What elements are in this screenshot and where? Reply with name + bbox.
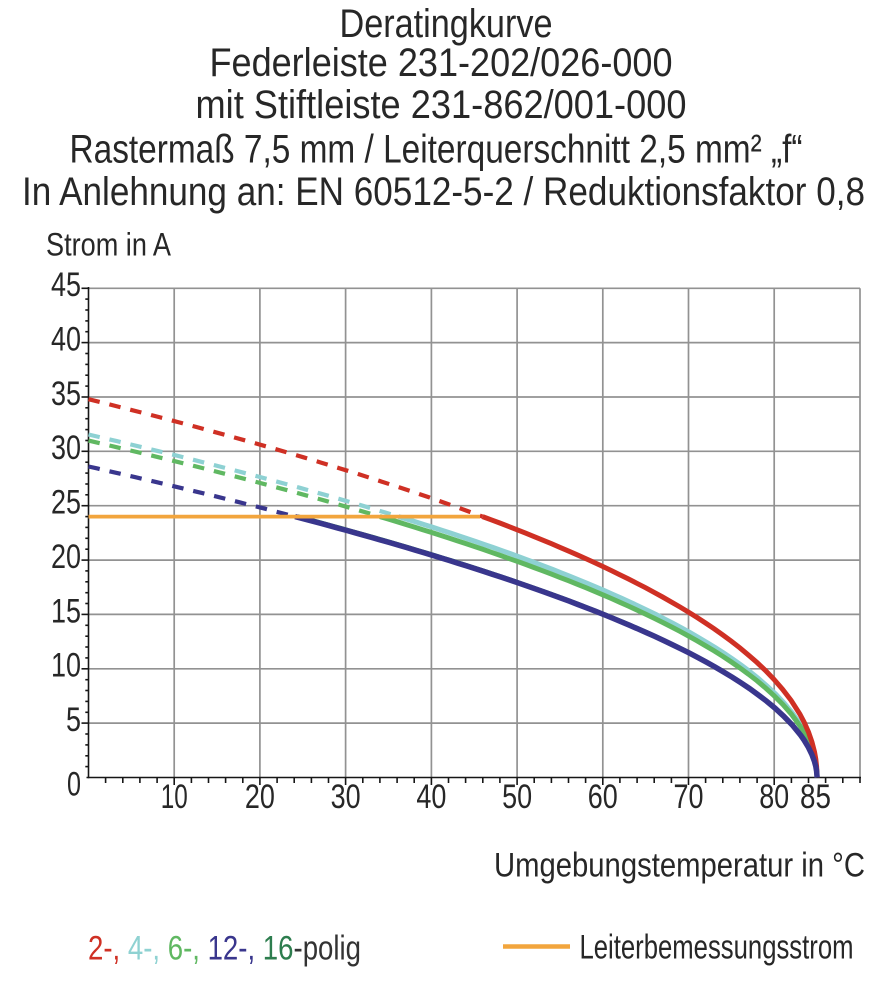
svg-text:40: 40 [51,321,81,359]
svg-text:60: 60 [588,778,618,816]
svg-text:30: 30 [51,429,81,467]
svg-text:45: 45 [51,266,81,304]
svg-text:10: 10 [161,778,188,816]
svg-text:Federleiste 231-202/026-000: Federleiste 231-202/026-000 [210,41,673,85]
svg-text:In Anlehnung an: EN 60512-5-2: In Anlehnung an: EN 60512-5-2 / Reduktio… [22,170,865,214]
svg-text:Rastermaß 7,5 mm / Leiterquers: Rastermaß 7,5 mm / Leiterquerschnitt 2,5… [70,128,803,172]
svg-text:15: 15 [51,592,81,630]
svg-text:2-, 4-, 6-, 12-, 16-polig: 2-, 4-, 6-, 12-, 16-polig [88,929,361,967]
svg-text:20: 20 [245,778,275,816]
svg-text:25: 25 [51,484,81,522]
svg-text:30: 30 [331,778,361,816]
svg-text:Umgebungstemperatur in °C: Umgebungstemperatur in °C [494,847,865,885]
svg-text:Deratingkurve: Deratingkurve [340,2,553,46]
svg-text:50: 50 [502,778,532,816]
svg-text:mit Stiftleiste 231-862/001-00: mit Stiftleiste 231-862/001-000 [196,83,687,127]
svg-text:10: 10 [51,647,81,685]
svg-text:70: 70 [674,778,704,816]
svg-text:80: 80 [759,778,789,816]
svg-text:0: 0 [67,766,81,804]
svg-text:Leiterbemessungsstrom: Leiterbemessungsstrom [580,929,854,967]
svg-text:Strom in A: Strom in A [46,227,172,263]
svg-text:35: 35 [51,375,81,413]
svg-text:5: 5 [66,701,81,739]
svg-text:85: 85 [800,778,831,816]
svg-text:40: 40 [416,778,446,816]
svg-text:20: 20 [51,538,81,576]
